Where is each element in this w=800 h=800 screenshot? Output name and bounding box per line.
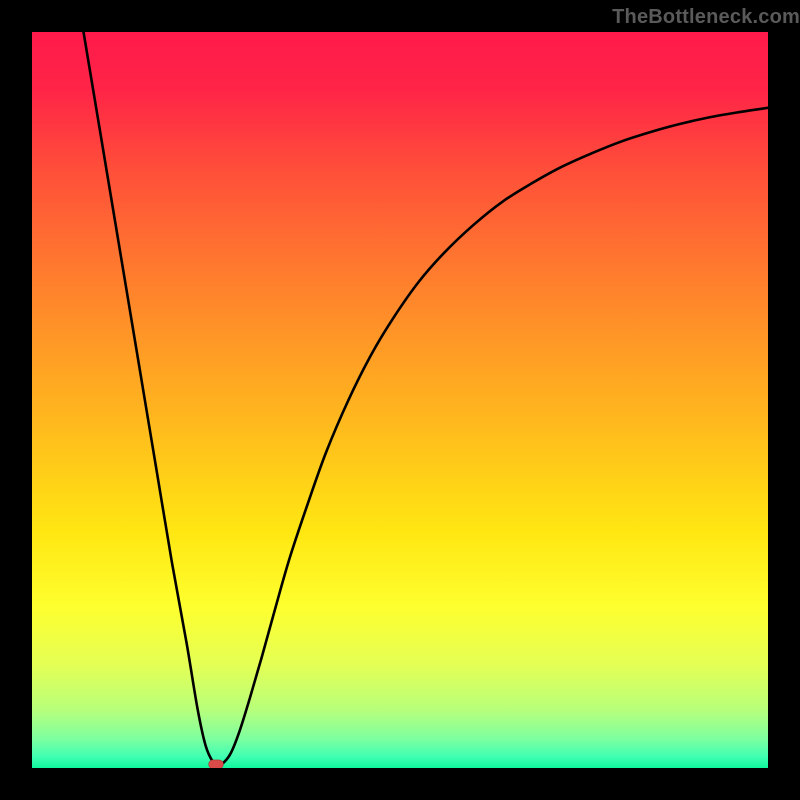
plot-area (32, 32, 768, 768)
attribution-text: TheBottleneck.com (612, 6, 800, 29)
gradient-background (32, 32, 768, 768)
optimal-marker (209, 760, 224, 768)
bottleneck-chart (32, 32, 768, 768)
outer-frame: TheBottleneck.com (0, 0, 800, 800)
